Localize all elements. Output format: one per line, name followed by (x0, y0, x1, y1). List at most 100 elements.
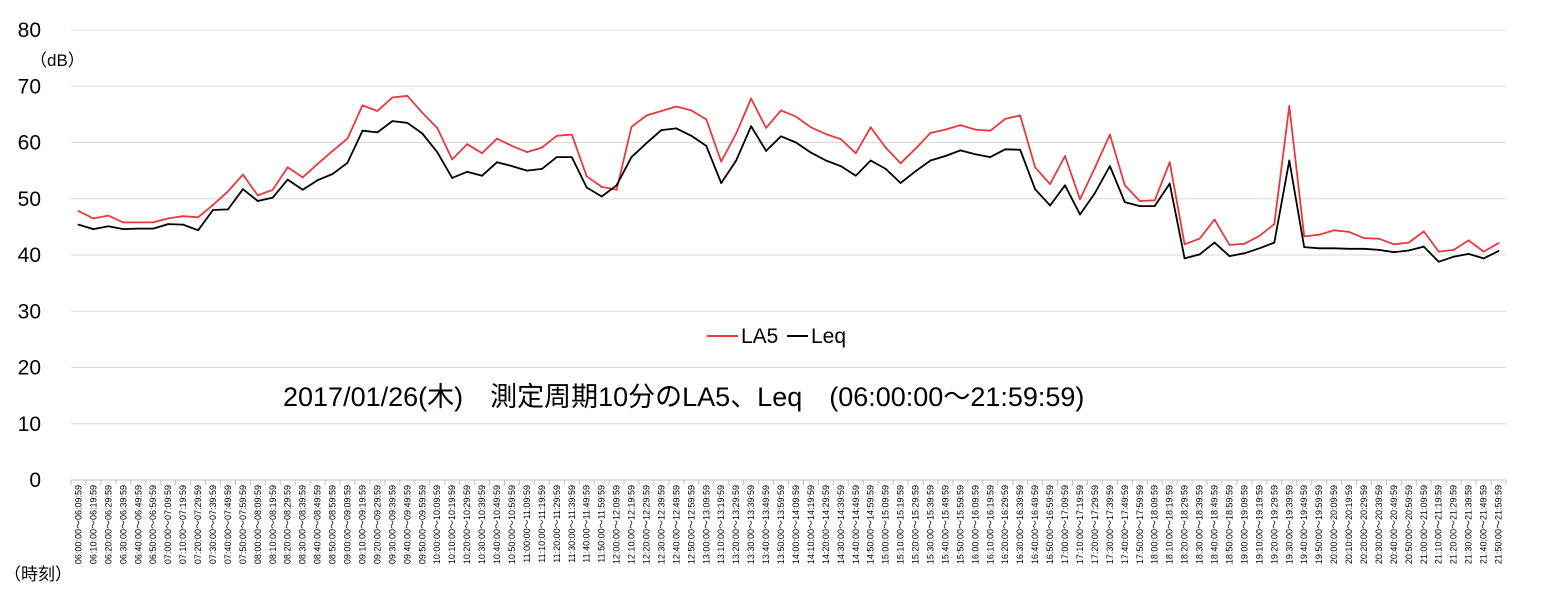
data-point-la5 (810, 126, 812, 129)
data-point-la5 (361, 104, 364, 107)
data-point-leq (585, 186, 588, 189)
x-tick-label: 12:20:00～12:29:59 (641, 485, 651, 564)
x-tick-label: 21:40:00～21:49:59 (1479, 485, 1489, 564)
x-tick-label: 08:50:00～08:59:59 (328, 485, 338, 564)
data-point-la5 (750, 97, 753, 100)
data-point-la5 (660, 110, 663, 112)
x-tick-label: 07:30:00～07:39:59 (208, 485, 218, 564)
x-tick-label: 15:10:00～15:19:59 (896, 485, 906, 564)
x-tick-label: 10:50:00～10:59:59 (507, 485, 517, 564)
x-tick-label: 21:50:00～21:59:59 (1494, 485, 1504, 564)
y-tick-label-80: 80 (18, 19, 41, 42)
x-tick-label: 18:20:00～18:29:59 (1180, 485, 1190, 564)
data-point-la5 (152, 221, 155, 224)
data-point-leq (780, 135, 782, 138)
data-point-leq (301, 188, 304, 191)
data-point-leq (929, 159, 932, 162)
data-point-la5 (914, 147, 917, 150)
x-tick-label: 13:40:00～13:49:59 (761, 485, 771, 564)
data-point-leq (212, 209, 214, 211)
x-tick-label: 07:40:00～07:49:59 (223, 485, 233, 564)
data-point-leq (899, 182, 902, 184)
data-point-leq (271, 196, 274, 199)
x-tick-label: 07:00:00～07:09:59 (163, 485, 173, 564)
data-point-leq (1228, 255, 1231, 258)
data-point-la5 (1378, 237, 1380, 240)
x-tick-label: 09:10:00～09:19:59 (357, 485, 367, 564)
data-point-leq (1019, 148, 1022, 151)
x-tick-label: 19:00:00～19:09:59 (1239, 485, 1249, 564)
data-point-la5 (1228, 243, 1231, 246)
data-point-la5 (839, 138, 842, 141)
data-point-la5 (854, 152, 857, 155)
data-point-leq (989, 156, 992, 159)
x-tick-label: 09:00:00～09:09:59 (343, 485, 353, 564)
data-point-leq (1123, 201, 1126, 204)
x-tick-label: 14:10:00～14:19:59 (806, 485, 816, 564)
x-tick-label: 13:30:00～13:39:59 (746, 485, 756, 564)
data-point-la5 (1422, 230, 1425, 233)
data-point-la5 (1392, 243, 1395, 246)
data-point-la5 (346, 137, 349, 140)
data-point-leq (720, 182, 723, 184)
x-tick-label: 08:40:00～08:49:59 (313, 485, 323, 564)
data-point-la5 (615, 188, 618, 191)
data-point-leq (1452, 255, 1455, 258)
y-tick-label-60: 60 (18, 132, 41, 155)
data-point-leq (511, 165, 513, 168)
x-tick-label: 20:50:00～20:59:59 (1404, 485, 1414, 564)
data-point-leq (1094, 192, 1096, 195)
y-tick-label-10: 10 (18, 413, 41, 436)
data-point-la5 (929, 132, 932, 134)
data-point-leq (705, 144, 708, 147)
data-point-leq (466, 170, 469, 173)
data-point-la5 (406, 94, 409, 97)
x-tick-label: 15:30:00～15:39:59 (926, 485, 936, 564)
data-point-leq (1168, 182, 1171, 185)
data-point-la5 (1303, 235, 1306, 238)
x-tick-label: 19:10:00～19:19:59 (1254, 485, 1264, 564)
x-tick-label: 08:00:00～08:09:59 (253, 485, 263, 564)
data-point-la5 (122, 221, 125, 224)
series-lines (77, 94, 1500, 263)
data-point-leq (839, 165, 842, 168)
x-tick-label: 13:00:00～13:09:59 (701, 485, 711, 564)
data-point-leq (1363, 247, 1365, 250)
data-point-leq (1183, 257, 1186, 260)
data-point-la5 (376, 110, 379, 112)
data-point-leq (1034, 188, 1037, 191)
x-tick-label: 08:20:00～08:29:59 (283, 485, 293, 564)
data-point-leq (406, 121, 409, 124)
x-tick-label: 06:50:00～06:59:59 (148, 485, 158, 564)
x-tick-label: 20:40:00～20:49:59 (1389, 485, 1399, 564)
data-point-leq (182, 223, 185, 226)
data-point-la5 (899, 162, 902, 165)
data-point-leq (959, 149, 962, 152)
x-tick-label: 19:40:00～19:49:59 (1299, 485, 1309, 564)
data-point-leq (92, 228, 95, 231)
data-point-leq (1079, 213, 1081, 216)
x-tick-label: 09:30:00～09:39:59 (387, 485, 397, 564)
data-point-la5 (421, 111, 424, 114)
data-point-leq (645, 142, 648, 144)
data-point-leq (914, 170, 917, 173)
y-tick-label-50: 50 (18, 188, 41, 211)
x-tick-label: 20:30:00～20:39:59 (1374, 485, 1384, 564)
data-point-la5 (331, 150, 334, 152)
data-point-leq (690, 134, 693, 137)
data-point-leq (167, 223, 170, 225)
data-point-leq (854, 174, 857, 177)
data-point-la5 (1123, 184, 1126, 187)
x-tick-label: 11:00:00～11:09:59 (522, 485, 532, 563)
data-point-leq (197, 229, 199, 232)
data-point-leq (316, 179, 319, 182)
x-tick-label: 08:10:00～08:19:59 (268, 485, 278, 564)
data-point-la5 (242, 173, 244, 176)
y-tick-label-0: 0 (29, 469, 41, 492)
x-tick-label: 11:50:00～11:59:59 (597, 485, 607, 563)
data-point-leq (1138, 205, 1141, 207)
data-point-leq (107, 225, 110, 228)
data-point-leq (361, 129, 364, 132)
x-tick-label: 16:50:00～16:59:59 (1045, 485, 1055, 564)
data-point-leq (540, 168, 543, 170)
